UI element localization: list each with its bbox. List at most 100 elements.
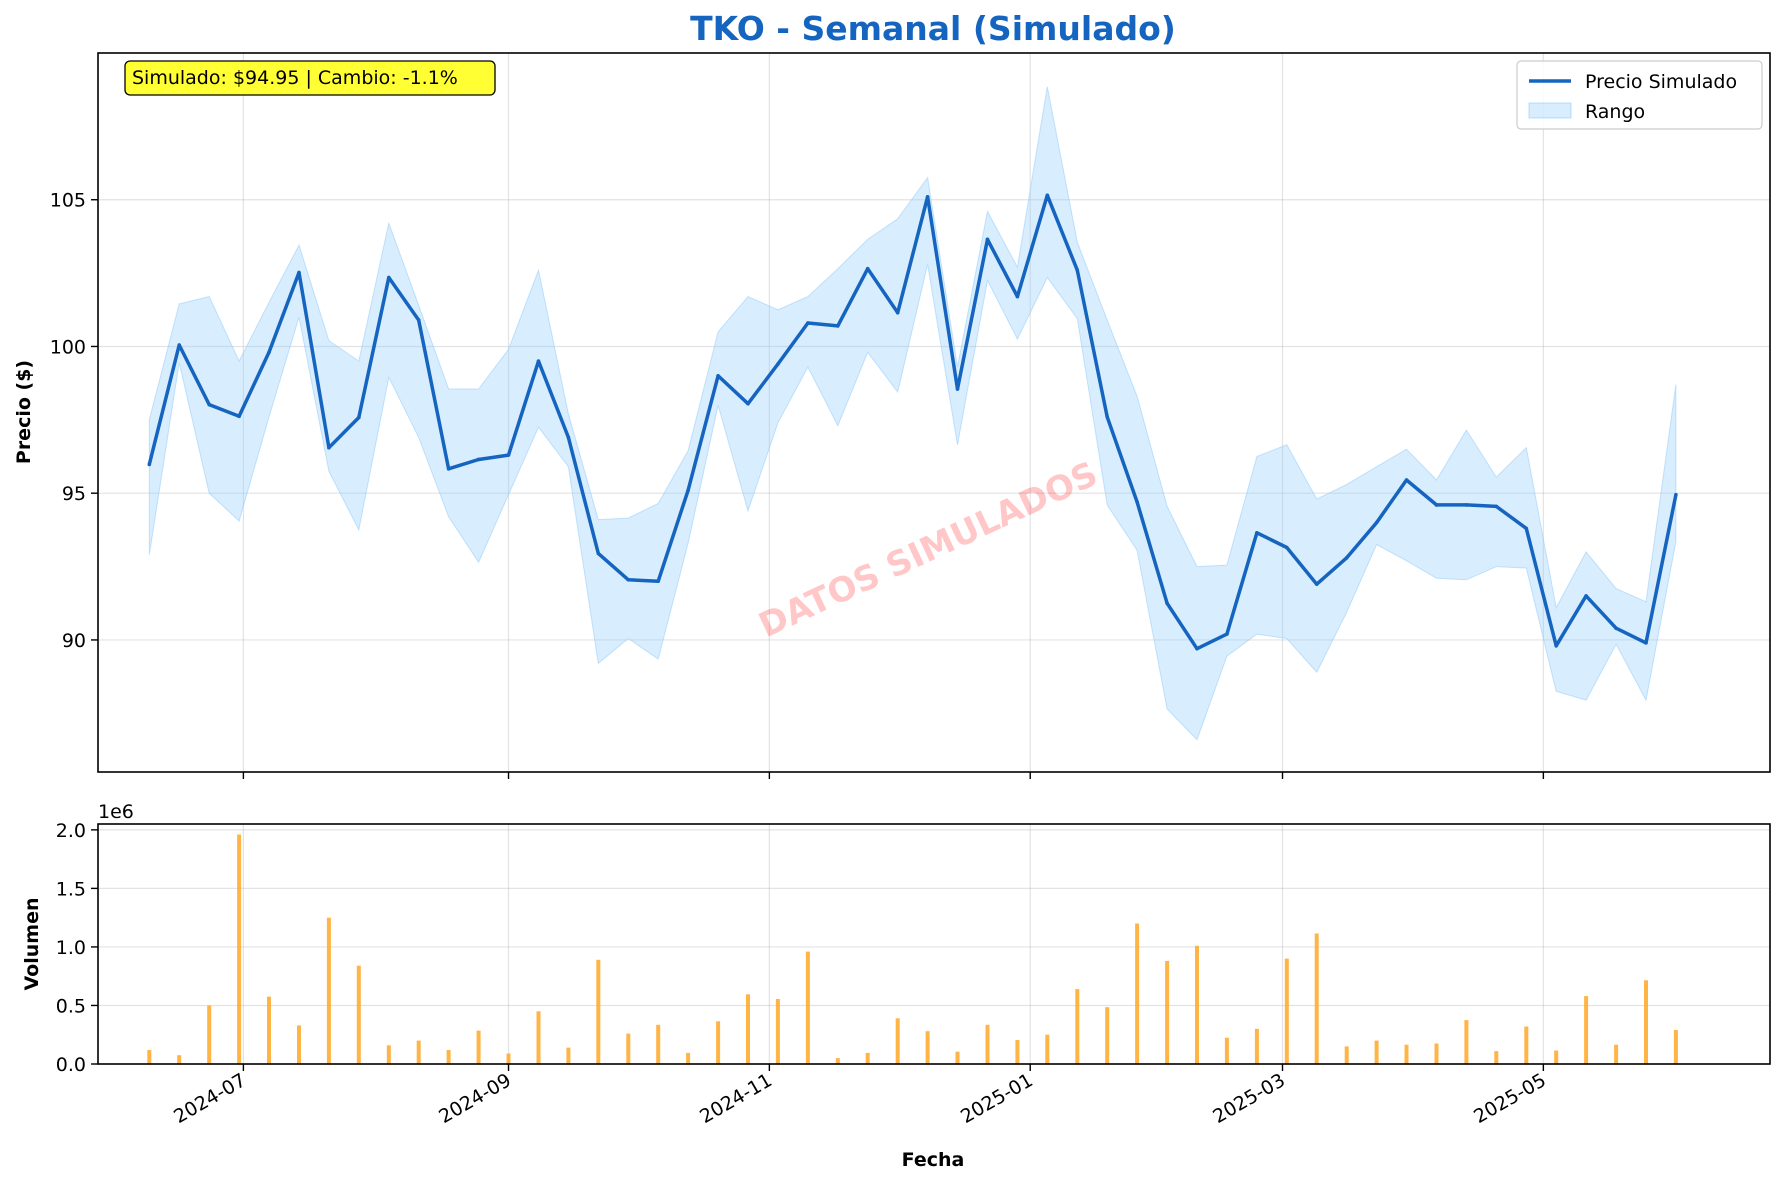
price-point [446, 467, 451, 471]
price-point [1344, 555, 1349, 560]
volume-bar [416, 1040, 421, 1064]
price-y-tick-label: 90 [62, 630, 86, 652]
price-point [806, 321, 810, 325]
price-point [1225, 632, 1229, 636]
price-point [656, 579, 660, 584]
volume-plot-frame [97, 823, 1771, 1065]
price-point [1584, 594, 1588, 598]
price-point [177, 343, 182, 347]
volume-bar [506, 1053, 511, 1064]
price-point [1674, 492, 1678, 497]
price-point [476, 457, 481, 462]
price-point [1045, 193, 1050, 198]
price-point [985, 237, 990, 242]
x-tick-label: 2024-09 [435, 1069, 515, 1128]
volume-bar [1434, 1043, 1439, 1064]
price-point [925, 195, 930, 199]
volume-bar [356, 965, 361, 1064]
price-range-band [148, 86, 1677, 741]
price-point [506, 453, 511, 457]
price-point [1644, 641, 1648, 645]
price-point [1494, 504, 1499, 509]
volume-bar [805, 951, 810, 1064]
price-point [865, 266, 870, 271]
price-y-tick-label: 95 [62, 483, 86, 505]
volume-bar [985, 1024, 990, 1064]
price-point [1524, 526, 1529, 531]
volume-bar [1105, 1007, 1110, 1064]
price-point [1314, 582, 1319, 586]
volume-panel: 0.00.51.01.52.0 2024-07 2024-09 2024-11 202… [21, 801, 1771, 1171]
price-point [267, 350, 271, 355]
volume-bar [1224, 1037, 1229, 1064]
price-point [386, 275, 391, 280]
volume-bar [1344, 1046, 1349, 1064]
volume-bar [147, 1050, 152, 1064]
volume-y-tick-label: 2.0 [56, 820, 86, 842]
info-box: Simulado: $94.95 | Cambio: -1.1% [124, 60, 496, 96]
volume-bar [775, 999, 780, 1064]
price-line [147, 193, 1678, 651]
volume-bar [1644, 980, 1648, 1064]
volume-bar [1464, 1020, 1469, 1064]
volume-y-tick-label: 1.5 [56, 878, 86, 900]
info-box-text: Simulado: $94.95 | Cambio: -1.1% [132, 67, 458, 89]
volume-bar [1554, 1050, 1559, 1064]
volume-y-axis-label: Volumen [21, 898, 43, 991]
volume-bar [656, 1024, 661, 1064]
volume-bar [626, 1033, 631, 1064]
legend-label-range: Rango [1585, 101, 1645, 123]
chart-title: TKO - Semanal (Simulado) [690, 9, 1176, 48]
volume-bar [865, 1052, 870, 1064]
volume-bar [1045, 1034, 1050, 1064]
price-point [746, 401, 750, 406]
price-point [357, 415, 361, 420]
volume-x-ticks: 2024-07 2024-09 2024-11 2025-01 2025-03 2025-… [170, 1064, 1550, 1128]
watermark: DATOS SIMULADOS [753, 454, 1104, 646]
volume-bar [386, 1045, 391, 1064]
price-point [835, 324, 840, 328]
volume-bar [1374, 1040, 1379, 1064]
price-point [955, 387, 960, 391]
price-y-tick-label: 105 [50, 190, 86, 212]
price-point [297, 270, 301, 275]
volume-bar [895, 1018, 900, 1064]
volume-bar [1075, 989, 1080, 1064]
volume-bar [1254, 1028, 1259, 1064]
price-point [1434, 503, 1439, 507]
volume-bar [1314, 933, 1319, 1064]
volume-bar [1584, 996, 1589, 1064]
volume-bars [147, 834, 1678, 1064]
price-plot-frame [97, 52, 1771, 773]
volume-bar [476, 1030, 481, 1064]
volume-bar [835, 1058, 840, 1064]
volume-bar [446, 1050, 451, 1064]
price-point [1614, 626, 1618, 630]
legend-band-swatch [1528, 102, 1572, 119]
volume-y-ticks: 0.0 0.5 1.0 1.5 2.0 [56, 820, 98, 1076]
volume-bar [1195, 945, 1199, 1064]
volume-bar [716, 1021, 721, 1064]
volume-bar [1614, 1044, 1619, 1064]
volume-offset-label: 1e6 [98, 801, 134, 823]
volume-bar [686, 1052, 691, 1064]
price-point [1554, 644, 1558, 648]
price-point [686, 488, 690, 493]
price-point [327, 445, 331, 450]
x-tick-label: 2025-05 [1470, 1069, 1550, 1128]
volume-y-tick-label: 0.0 [56, 1054, 86, 1076]
volume-bar [955, 1051, 960, 1064]
price-point [1075, 268, 1080, 272]
volume-bar [267, 996, 271, 1064]
volume-bar [177, 1055, 182, 1064]
price-point [596, 551, 601, 556]
volume-bar [1165, 961, 1170, 1064]
info-box-background [124, 60, 496, 96]
volume-bar [596, 959, 601, 1064]
volume-bar [1284, 958, 1289, 1064]
price-point [1165, 601, 1169, 606]
volume-bar [1135, 923, 1140, 1064]
price-point [1404, 478, 1409, 482]
price-point [1135, 500, 1139, 504]
price-y-tick-label: 100 [50, 336, 86, 358]
